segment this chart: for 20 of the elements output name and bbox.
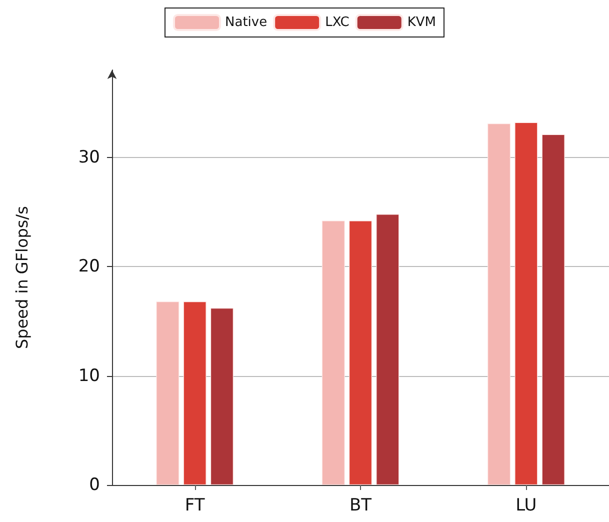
y-tick-label: 10	[78, 366, 100, 386]
bar	[488, 124, 511, 485]
y-tick-label: 0	[89, 475, 100, 495]
bar	[514, 122, 538, 485]
x-tick-label: BT	[349, 496, 372, 516]
y-tick-label: 20	[78, 256, 100, 277]
legend-label: KVM	[407, 15, 436, 30]
bar	[542, 134, 565, 485]
bar	[156, 302, 180, 485]
y-tick-label: 30	[78, 147, 100, 168]
legend-label: Native	[224, 15, 268, 30]
bar	[322, 220, 345, 485]
y-axis-title: Speed in GFlops/s	[12, 206, 32, 349]
legend-label: LXC	[325, 15, 350, 30]
bar	[376, 214, 400, 485]
bar	[349, 220, 372, 485]
bar	[183, 302, 206, 485]
x-tick-label: LU	[516, 496, 537, 516]
bar	[210, 308, 234, 485]
x-tick-label: FT	[184, 496, 206, 516]
